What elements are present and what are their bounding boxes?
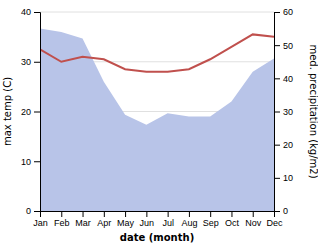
tick: Mar <box>75 211 91 228</box>
tick: 50 <box>274 41 293 51</box>
tick-mark <box>189 211 190 217</box>
tick-label: 50 <box>283 41 293 51</box>
tick: 20 <box>274 140 293 150</box>
x-axis-title: date (month) <box>120 232 194 243</box>
tick-label: 40 <box>21 7 31 17</box>
tick-mark <box>274 78 280 79</box>
tick-label: May <box>117 218 135 228</box>
tick-mark <box>34 112 40 113</box>
tick-label: Feb <box>54 218 70 228</box>
tick-mark <box>125 211 126 217</box>
tick: 40 <box>274 74 293 84</box>
tick: Apr <box>97 211 111 228</box>
tick: 10 <box>21 157 40 167</box>
tick-label: Aug <box>181 218 197 228</box>
tick: Sep <box>203 211 219 228</box>
grid <box>40 12 274 211</box>
chart: JanFebMarAprMayJunJulAugSepOctNovDec0102… <box>0 0 318 247</box>
marks <box>40 29 274 211</box>
tick-mark <box>34 12 40 13</box>
tick-label: 10 <box>21 157 31 167</box>
tick-label: Jan <box>33 218 48 228</box>
tick-mark <box>253 211 254 217</box>
tick-label: 0 <box>26 206 31 216</box>
y2-axis-title: med. precipitation (kg/m2) <box>308 44 318 178</box>
tick-mark <box>210 211 211 217</box>
tick-mark <box>274 45 280 46</box>
tick-label: 0 <box>283 206 288 216</box>
tick-mark <box>34 161 40 162</box>
x-axis: Jan Feb Mar Apr May Jun Jul Aug Sep Oct Nov Dec <box>33 211 283 228</box>
tick: Jun <box>140 211 155 228</box>
tick: Jan <box>33 211 48 228</box>
tick-label: 20 <box>283 140 293 150</box>
tick-label: 40 <box>283 74 293 84</box>
tick-mark <box>231 211 232 217</box>
grid-line <box>40 12 274 13</box>
tick: Dec <box>266 211 283 228</box>
tick: Nov <box>245 211 262 228</box>
tick: Feb <box>54 211 70 228</box>
tick-label: Sep <box>203 218 219 228</box>
tick: 40 <box>21 7 40 17</box>
tick-label: 20 <box>21 107 31 117</box>
tick-label: Nov <box>245 218 262 228</box>
tick-mark <box>274 211 280 212</box>
axis-line <box>34 13 41 212</box>
tick-label: Dec <box>266 218 283 228</box>
line <box>40 34 274 71</box>
tick-label: Jul <box>162 218 174 228</box>
tick-mark <box>34 62 40 63</box>
tick: 30 <box>274 107 293 117</box>
tick-label: 10 <box>283 173 293 183</box>
tick-mark <box>274 12 280 13</box>
y2-axis: 0 10 20 30 40 50 60 <box>274 7 293 216</box>
tick-mark <box>274 145 280 146</box>
tick: Aug <box>181 211 197 228</box>
tick-label: 30 <box>21 57 31 67</box>
tick-mark <box>34 211 40 212</box>
tick: 0 <box>274 206 288 216</box>
tick-mark <box>274 178 280 179</box>
tick: 30 <box>21 57 40 67</box>
plot: JanFebMarAprMayJunJulAugSepOctNovDec0102… <box>21 7 293 228</box>
tick-mark <box>146 211 147 217</box>
tick-mark <box>83 211 84 217</box>
tick: 60 <box>274 7 293 17</box>
tick-label: 30 <box>283 107 293 117</box>
tick-mark <box>104 211 105 217</box>
tick-label: Mar <box>75 218 91 228</box>
tick: 0 <box>26 206 40 216</box>
tick-label: 60 <box>283 7 293 17</box>
axis-line <box>275 13 281 212</box>
tick-mark <box>61 211 62 217</box>
tick-label: Apr <box>97 218 111 228</box>
tick-mark <box>168 211 169 217</box>
y-axis-title: max temp (C) <box>2 77 13 146</box>
axis-line <box>41 212 275 218</box>
tick: 20 <box>21 107 40 117</box>
tick-label: Jun <box>140 218 155 228</box>
tick: 10 <box>274 173 293 183</box>
tick: May <box>117 211 135 228</box>
y-axis: 0 10 20 30 40 <box>21 7 41 216</box>
tick-mark <box>274 112 280 113</box>
area <box>40 29 274 211</box>
tick-label: Oct <box>225 218 240 228</box>
tick: Jul <box>162 211 174 228</box>
tick: Oct <box>225 211 240 228</box>
